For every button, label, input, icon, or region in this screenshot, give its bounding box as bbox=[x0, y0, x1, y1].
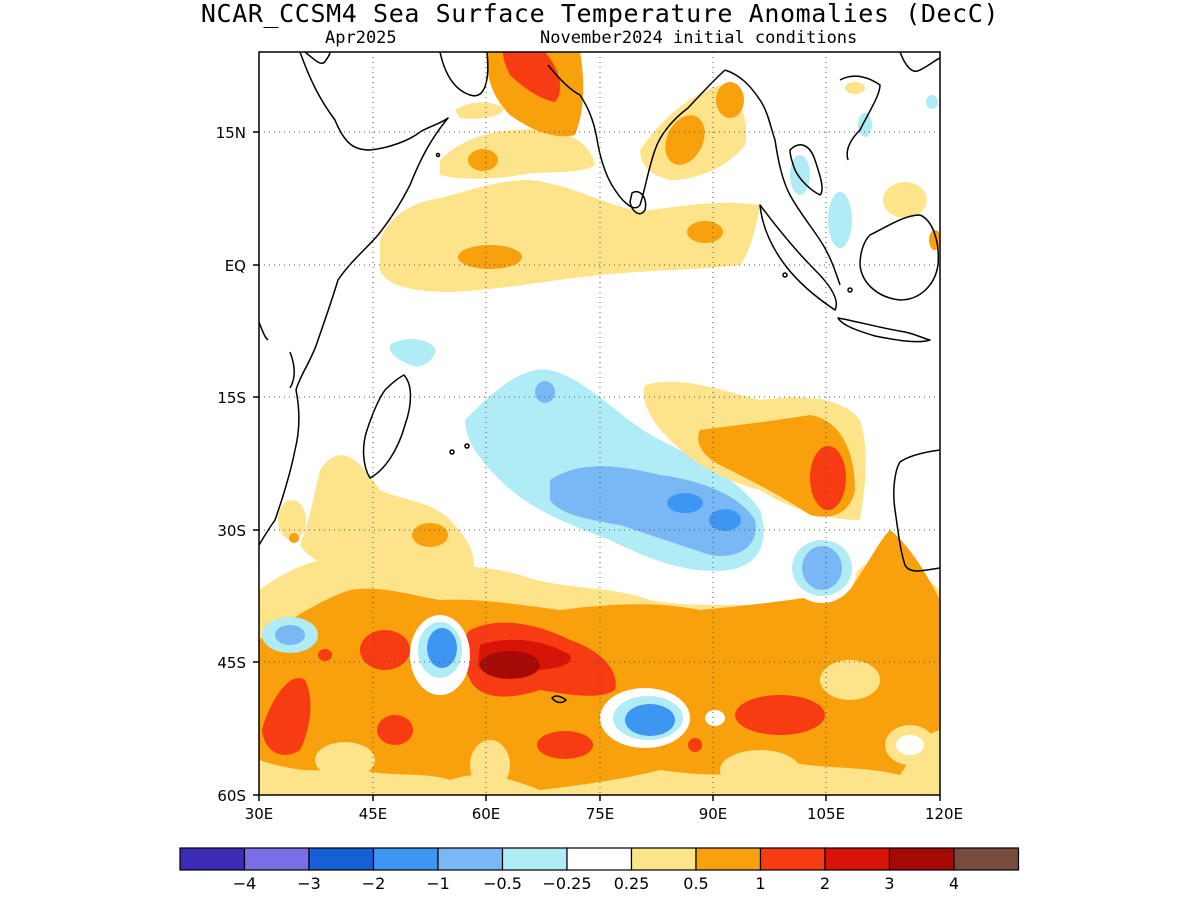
colorbar-label: 1 bbox=[755, 874, 765, 893]
anomaly-eddy-cold bbox=[427, 628, 457, 668]
anomaly-patch-cyan bbox=[389, 338, 436, 367]
lon-tick-labels: 30E 45E 60E 75E 90E 105E 120E bbox=[245, 805, 963, 823]
anomaly-patch-red bbox=[735, 695, 825, 735]
anomaly-patch bbox=[289, 533, 299, 543]
map-area bbox=[259, 52, 940, 795]
anomaly-patch bbox=[820, 660, 880, 700]
colorbar-swatch bbox=[179, 847, 246, 871]
coastlines bbox=[259, 52, 940, 704]
colorbar-label: 0.25 bbox=[614, 874, 650, 893]
anomaly-patch-red bbox=[318, 649, 332, 661]
anomaly-patch-red bbox=[262, 678, 311, 755]
colorbar-swatch bbox=[888, 847, 955, 871]
colorbar-swatch bbox=[372, 847, 439, 871]
anomaly-cold-core bbox=[535, 381, 555, 403]
colorbar-swatch bbox=[437, 847, 504, 871]
anomaly-core-warm-3 bbox=[480, 651, 540, 679]
colorbar-label: −0.5 bbox=[483, 874, 522, 893]
colorbar-swatch bbox=[501, 847, 568, 871]
anomaly-patch bbox=[687, 221, 723, 243]
anomaly-patch bbox=[315, 742, 375, 778]
anomaly-patch bbox=[716, 82, 744, 118]
colorbar: −4 −3 −2 −1 −0.5 −0.25 0.25 0.5 1 2 3 4 bbox=[179, 847, 1020, 893]
anomaly-patch bbox=[720, 750, 800, 790]
colorbar-label: −3 bbox=[297, 874, 321, 893]
lon-tick-label: 60E bbox=[472, 805, 501, 823]
colorbar-label: 0.5 bbox=[683, 874, 708, 893]
anomaly-east-red bbox=[810, 446, 846, 510]
anomaly-east-cold bbox=[802, 546, 842, 590]
anomaly-eddy-cold bbox=[275, 625, 305, 645]
lat-tick-label: 15S bbox=[217, 389, 246, 407]
anomaly-cold-tongue-2 bbox=[550, 466, 756, 556]
anomaly-patch-cyan bbox=[926, 95, 938, 109]
lat-tick-labels: 15N EQ 15S 30S 45S 60S bbox=[216, 124, 246, 805]
map-title: NCAR_CCSM4 Sea Surface Temperature Anoma… bbox=[200, 0, 1000, 28]
anomaly-patch bbox=[845, 82, 865, 94]
lat-tick-label: 45S bbox=[217, 654, 246, 672]
anomaly-cold-core bbox=[709, 509, 741, 531]
anomaly-patch-red bbox=[377, 715, 413, 745]
colorbar-label: −4 bbox=[233, 874, 257, 893]
anomaly-patch bbox=[883, 182, 927, 218]
lat-tick-label: 30S bbox=[217, 522, 246, 540]
lon-tick-label: 30E bbox=[245, 805, 274, 823]
anomaly-patch bbox=[470, 740, 510, 790]
colorbar-swatch bbox=[695, 847, 762, 871]
axis-ticks bbox=[253, 131, 941, 801]
anomaly-patch bbox=[665, 115, 705, 165]
colorbar-swatch bbox=[566, 847, 633, 871]
anomaly-patch-red bbox=[537, 731, 593, 759]
anomaly-band-subtropical-yellow bbox=[300, 455, 474, 584]
colorbar-swatch bbox=[243, 847, 310, 871]
anomaly-patch bbox=[412, 523, 448, 547]
colorbar-swatch bbox=[759, 847, 826, 871]
anomaly-patch-red bbox=[688, 738, 702, 752]
anomaly-patch-cyan bbox=[828, 192, 852, 248]
lat-tick-label: 60S bbox=[217, 787, 246, 805]
lon-tick-label: 45E bbox=[359, 805, 388, 823]
initial-conditions-label: November2024 initial conditions bbox=[540, 28, 858, 48]
colorbar-label: 3 bbox=[884, 874, 894, 893]
colorbar-label: 4 bbox=[949, 874, 959, 893]
anomaly-patch-cyan bbox=[858, 113, 872, 137]
colorbar-swatch bbox=[824, 847, 891, 871]
colorbar-swatch bbox=[630, 847, 697, 871]
gridlines bbox=[259, 52, 940, 795]
anomaly-cold-core bbox=[667, 493, 703, 513]
anomaly-patch bbox=[468, 149, 498, 171]
anomaly-patch bbox=[458, 245, 522, 269]
colorbar-swatch bbox=[308, 847, 375, 871]
lat-tick-label: EQ bbox=[225, 257, 246, 275]
anomaly-eddy-cold bbox=[705, 710, 725, 726]
anomaly-patch-red bbox=[360, 630, 410, 670]
colorbar-label: −1 bbox=[426, 874, 450, 893]
lon-tick-label: 75E bbox=[586, 805, 615, 823]
anomaly-eddy-cold bbox=[625, 704, 675, 736]
valid-month: Apr2025 bbox=[325, 28, 397, 48]
lat-tick-label: 15N bbox=[216, 124, 246, 142]
anomaly-patch-cyan bbox=[790, 155, 810, 195]
anomaly-patch bbox=[896, 735, 924, 755]
lon-tick-label: 105E bbox=[807, 805, 845, 823]
lon-tick-label: 120E bbox=[925, 805, 963, 823]
colorbar-label: 2 bbox=[820, 874, 830, 893]
colorbar-swatch bbox=[953, 847, 1020, 871]
lon-tick-label: 90E bbox=[699, 805, 728, 823]
colorbar-label: −2 bbox=[362, 874, 386, 893]
colorbar-label: −0.25 bbox=[542, 874, 591, 893]
anomaly-north-west-red bbox=[503, 52, 561, 102]
anomaly-patch bbox=[455, 102, 505, 119]
